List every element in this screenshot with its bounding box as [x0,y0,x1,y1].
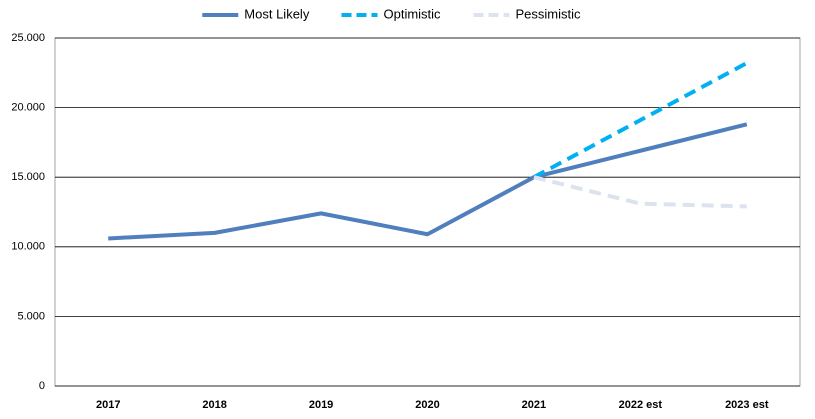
y-tick-label: 5.000 [17,310,45,322]
x-tick-label: 2021 [522,399,546,411]
y-tick-label: 20.000 [11,102,45,114]
plot-area [54,37,801,387]
x-tick-label: 2023 est [725,399,769,411]
y-tick-label: 0 [39,380,45,392]
y-tick-label: 15.000 [11,171,45,183]
series-line [532,61,748,179]
legend-label: Pessimistic [516,6,582,21]
y-tick-label: 25.000 [11,32,45,44]
x-tick-label: 2018 [202,399,226,411]
legend-label: Most Likely [244,6,310,21]
x-tick-label: 2020 [415,399,439,411]
x-tick-label: 2019 [309,399,333,411]
series-line [533,175,747,209]
series-line [108,122,748,241]
legend-label: Optimistic [384,6,442,21]
x-tick-label: 2022 est [619,399,663,411]
y-tick-label: 10.000 [11,241,45,253]
x-tick-label: 2017 [96,399,120,411]
